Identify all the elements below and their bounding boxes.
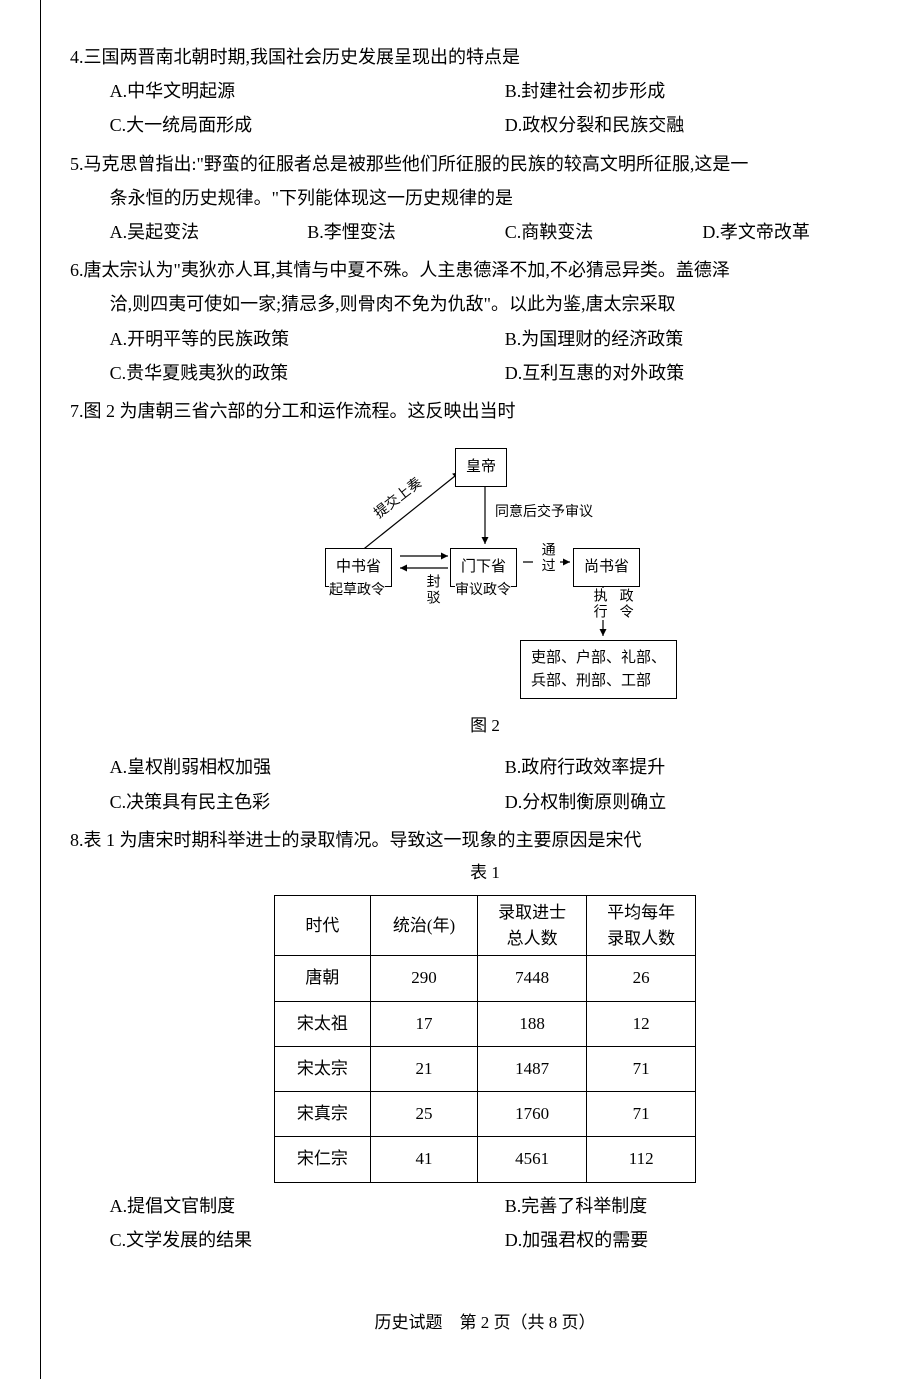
cell: 宋太祖 bbox=[274, 1001, 370, 1046]
node-shangshu: 尚书省 bbox=[573, 548, 640, 587]
th-years: 统治(年) bbox=[370, 896, 477, 956]
q7-options-row2: C.决策具有民主色彩 D.分权制衡原则确立 bbox=[70, 785, 900, 819]
q5-stem-line2: 条永恒的历史规律。"下列能体现这一历史规律的是 bbox=[70, 181, 900, 215]
q8-options-row2: C.文学发展的结果 D.加强君权的需要 bbox=[70, 1223, 900, 1257]
label-approve: 同意后交予审议 bbox=[495, 500, 593, 527]
q4-stem: 4.三国两晋南北朝时期,我国社会历史发展呈现出的特点是 bbox=[70, 40, 900, 74]
q6-option-c: C.贵华夏贱夷狄的政策 bbox=[110, 356, 505, 390]
table-row: 宋真宗 25 1760 71 bbox=[274, 1092, 695, 1137]
q7-option-d: D.分权制衡原则确立 bbox=[505, 785, 900, 819]
cell: 唐朝 bbox=[274, 956, 370, 1001]
q6-option-b: B.为国理财的经济政策 bbox=[505, 322, 900, 356]
cell: 宋真宗 bbox=[274, 1092, 370, 1137]
question-7: 7.图 2 为唐朝三省六部的分工和运作流程。这反映出当时 bbox=[70, 394, 900, 819]
th-era: 时代 bbox=[274, 896, 370, 956]
q7-diagram: 皇帝 中书省 门下省 尚书省 吏部、户部、礼部、兵部、刑部、工部 提交上奏 同意… bbox=[305, 444, 665, 704]
table-row: 宋太祖 17 188 12 bbox=[274, 1001, 695, 1046]
table-header-row: 时代 统治(年) 录取进士总人数 平均每年录取人数 bbox=[274, 896, 695, 956]
cell: 188 bbox=[478, 1001, 587, 1046]
q8-stem: 8.表 1 为唐宋时期科举进士的录取情况。导致这一现象的主要原因是宋代 bbox=[70, 823, 900, 857]
q7-options-row1: A.皇权削弱相权加强 B.政府行政效率提升 bbox=[70, 750, 900, 784]
label-pass: 通过 bbox=[533, 542, 560, 574]
q5-option-c: C.商鞅变法 bbox=[505, 215, 703, 249]
cell: 21 bbox=[370, 1046, 477, 1091]
q6-option-d: D.互利互惠的对外政策 bbox=[505, 356, 900, 390]
q7-option-c: C.决策具有民主色彩 bbox=[110, 785, 505, 819]
q8-options-row1: A.提倡文官制度 B.完善了科举制度 bbox=[70, 1189, 900, 1223]
cell: 26 bbox=[587, 956, 696, 1001]
q4-option-c: C.大一统局面形成 bbox=[110, 108, 505, 142]
node-emperor: 皇帝 bbox=[455, 448, 507, 487]
question-4: 4.三国两晋南北朝时期,我国社会历史发展呈现出的特点是 A.中华文明起源 B.封… bbox=[70, 40, 900, 143]
label-review: 审议政令 bbox=[455, 578, 511, 605]
table-row: 宋太宗 21 1487 71 bbox=[274, 1046, 695, 1091]
label-exec1: 执行 bbox=[585, 588, 612, 620]
q8-option-d: D.加强君权的需要 bbox=[505, 1223, 900, 1257]
q7-diagram-wrap: 皇帝 中书省 门下省 尚书省 吏部、户部、礼部、兵部、刑部、工部 提交上奏 同意… bbox=[70, 444, 900, 742]
cell: 17 bbox=[370, 1001, 477, 1046]
q8-option-a: A.提倡文官制度 bbox=[110, 1189, 505, 1223]
label-reject: 封驳 bbox=[418, 574, 445, 606]
question-8: 8.表 1 为唐宋时期科举进士的录取情况。导致这一现象的主要原因是宋代 表 1 … bbox=[70, 823, 900, 1257]
q7-diagram-caption: 图 2 bbox=[470, 710, 500, 742]
q4-options-row1: A.中华文明起源 B.封建社会初步形成 bbox=[70, 74, 900, 108]
q5-option-d: D.孝文帝改革 bbox=[702, 215, 900, 249]
th-total: 录取进士总人数 bbox=[478, 896, 587, 956]
q4-options-row2: C.大一统局面形成 D.政权分裂和民族交融 bbox=[70, 108, 900, 142]
cell: 1487 bbox=[478, 1046, 587, 1091]
cell: 71 bbox=[587, 1092, 696, 1137]
cell: 112 bbox=[587, 1137, 696, 1182]
q5-option-a: A.吴起变法 bbox=[110, 215, 308, 249]
label-draft: 起草政令 bbox=[329, 578, 385, 605]
q7-stem: 7.图 2 为唐朝三省六部的分工和运作流程。这反映出当时 bbox=[70, 394, 900, 428]
q4-option-a: A.中华文明起源 bbox=[110, 74, 505, 108]
q6-stem-line1: 6.唐太宗认为"夷狄亦人耳,其情与中夏不殊。人主患德泽不加,不必猜忌异类。盖德泽 bbox=[70, 253, 900, 287]
q8-option-c: C.文学发展的结果 bbox=[110, 1223, 505, 1257]
cell: 4561 bbox=[478, 1137, 587, 1182]
cell: 宋太宗 bbox=[274, 1046, 370, 1091]
label-exec2: 政令 bbox=[611, 588, 638, 620]
question-5: 5.马克思曾指出:"野蛮的征服者总是被那些他们所征服的民族的较高文明所征服,这是… bbox=[70, 147, 900, 250]
cell: 41 bbox=[370, 1137, 477, 1182]
table-row: 唐朝 290 7448 26 bbox=[274, 956, 695, 1001]
q8-table-caption: 表 1 bbox=[70, 857, 900, 889]
cell: 宋仁宗 bbox=[274, 1137, 370, 1182]
q5-option-b: B.李悝变法 bbox=[307, 215, 505, 249]
cell: 12 bbox=[587, 1001, 696, 1046]
q5-stem-line1: 5.马克思曾指出:"野蛮的征服者总是被那些他们所征服的民族的较高文明所征服,这是… bbox=[70, 147, 900, 181]
q6-options-row1: A.开明平等的民族政策 B.为国理财的经济政策 bbox=[70, 322, 900, 356]
q8-option-b: B.完善了科举制度 bbox=[505, 1189, 900, 1223]
cell: 290 bbox=[370, 956, 477, 1001]
cell: 25 bbox=[370, 1092, 477, 1137]
cell: 7448 bbox=[478, 956, 587, 1001]
node-six-ministries: 吏部、户部、礼部、兵部、刑部、工部 bbox=[520, 640, 677, 699]
q6-options-row2: C.贵华夏贱夷狄的政策 D.互利互惠的对外政策 bbox=[70, 356, 900, 390]
q4-option-d: D.政权分裂和民族交融 bbox=[505, 108, 900, 142]
q8-table: 时代 统治(年) 录取进士总人数 平均每年录取人数 唐朝 290 7448 26… bbox=[274, 895, 696, 1182]
q4-option-b: B.封建社会初步形成 bbox=[505, 74, 900, 108]
q7-option-b: B.政府行政效率提升 bbox=[505, 750, 900, 784]
th-avg: 平均每年录取人数 bbox=[587, 896, 696, 956]
page-left-rule bbox=[40, 0, 41, 1379]
q6-option-a: A.开明平等的民族政策 bbox=[110, 322, 505, 356]
q8-table-wrap: 时代 统治(年) 录取进士总人数 平均每年录取人数 唐朝 290 7448 26… bbox=[70, 895, 900, 1182]
q7-option-a: A.皇权削弱相权加强 bbox=[110, 750, 505, 784]
page-footer: 历史试题 第 2 页（共 8 页） bbox=[70, 1307, 900, 1339]
q5-options: A.吴起变法 B.李悝变法 C.商鞅变法 D.孝文帝改革 bbox=[70, 215, 900, 249]
q8-table-body: 唐朝 290 7448 26 宋太祖 17 188 12 宋太宗 21 1487… bbox=[274, 956, 695, 1182]
cell: 71 bbox=[587, 1046, 696, 1091]
cell: 1760 bbox=[478, 1092, 587, 1137]
question-6: 6.唐太宗认为"夷狄亦人耳,其情与中夏不殊。人主患德泽不加,不必猜忌异类。盖德泽… bbox=[70, 253, 900, 390]
q6-stem-line2: 洽,则四夷可使如一家;猜忌多,则骨肉不免为仇敌"。以此为鉴,唐太宗采取 bbox=[70, 287, 900, 321]
table-row: 宋仁宗 41 4561 112 bbox=[274, 1137, 695, 1182]
